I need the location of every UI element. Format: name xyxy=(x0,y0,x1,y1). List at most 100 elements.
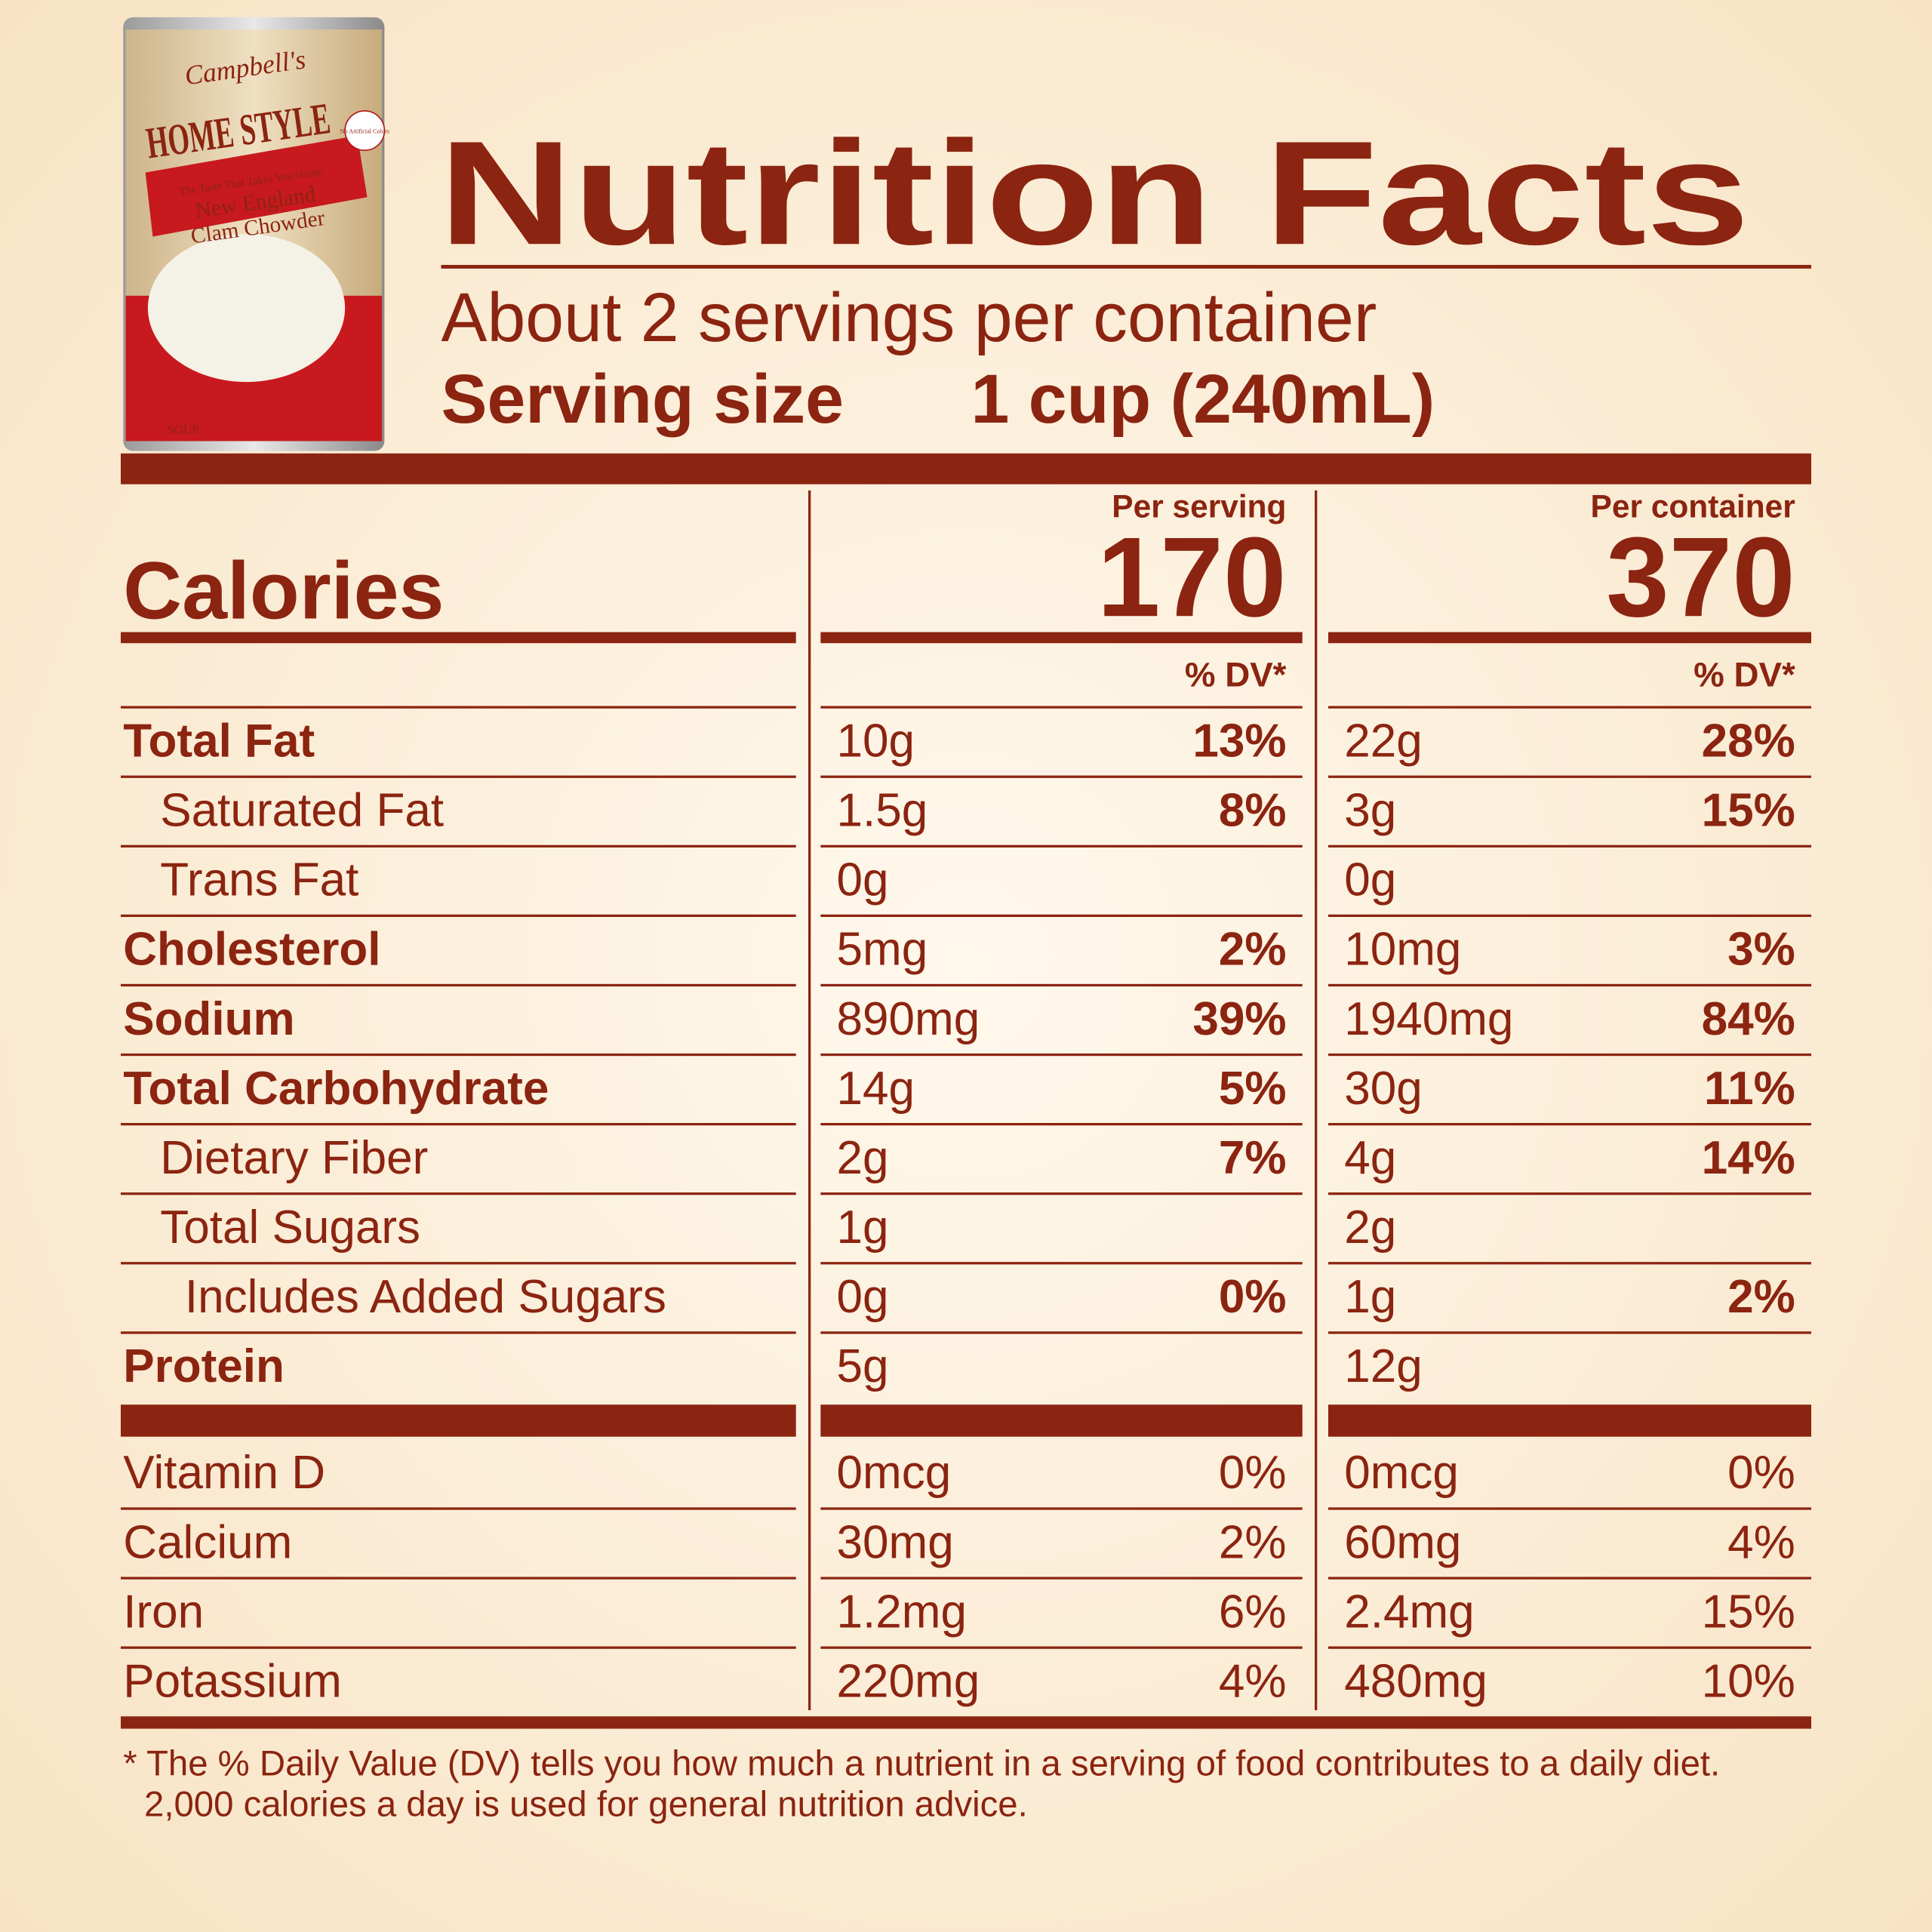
amount: 0g xyxy=(837,1271,889,1323)
column-divider xyxy=(1315,490,1318,1711)
calories-label: Calories xyxy=(123,545,444,636)
row-rule xyxy=(1328,1646,1811,1649)
servings: About 2 servings per container xyxy=(441,279,1377,356)
title: Nutrition Facts xyxy=(438,110,1749,275)
amount: 1940mg xyxy=(1344,993,1513,1045)
calories-rule xyxy=(121,632,796,644)
can-flavor-band xyxy=(145,135,368,237)
row-rule xyxy=(121,775,796,778)
amount: 0mcg xyxy=(837,1447,952,1499)
row-rule xyxy=(820,1123,1303,1126)
amount: 30g xyxy=(1344,1063,1423,1115)
nutrient-name: Total Carbohydrate xyxy=(123,1063,549,1115)
amount: 5g xyxy=(837,1340,889,1392)
row-rule xyxy=(820,1262,1303,1265)
can-badge xyxy=(344,110,386,151)
daily-value: 15% xyxy=(1702,1586,1795,1638)
row-rule xyxy=(1328,706,1811,709)
row-rule xyxy=(820,706,1303,709)
amount: 10mg xyxy=(1344,924,1461,976)
daily-value: 0% xyxy=(1219,1447,1287,1499)
row-rule xyxy=(1328,983,1811,987)
daily-value: 15% xyxy=(1702,785,1795,837)
row-rule xyxy=(1328,1577,1811,1580)
amount: 1.5g xyxy=(837,785,928,837)
daily-value: 0% xyxy=(1219,1271,1287,1323)
nutrient-name: Iron xyxy=(123,1586,204,1638)
dv-heading: % DV* xyxy=(1694,655,1795,694)
amount: 1.2mg xyxy=(837,1586,967,1638)
daily-value: 2% xyxy=(1219,1516,1287,1568)
amount: 4g xyxy=(1344,1132,1396,1184)
can-soup-bowl xyxy=(147,234,346,383)
row-rule xyxy=(121,1331,796,1334)
nutrient-name: Protein xyxy=(123,1340,285,1392)
daily-value: 13% xyxy=(1192,715,1286,767)
daily-value: 8% xyxy=(1219,785,1287,837)
amount: 14g xyxy=(837,1063,915,1115)
nutrient-name: Cholesterol xyxy=(123,924,380,976)
amount: 0g xyxy=(1344,854,1396,906)
column-heading: Per serving xyxy=(1112,489,1286,525)
row-rule xyxy=(121,1123,796,1126)
serving-size-label: Serving size xyxy=(441,361,843,438)
amount: 60mg xyxy=(1344,1516,1461,1568)
thick-rule xyxy=(820,1404,1303,1437)
row-rule xyxy=(820,775,1303,778)
daily-value: 5% xyxy=(1219,1063,1287,1115)
daily-value: 2% xyxy=(1219,924,1287,976)
row-rule xyxy=(820,1646,1303,1649)
amount: 0mcg xyxy=(1344,1447,1459,1499)
thick-rule xyxy=(1328,1404,1811,1437)
dv-heading: % DV* xyxy=(1185,655,1287,694)
amount: 22g xyxy=(1344,715,1423,767)
nutrient-name: Includes Added Sugars xyxy=(185,1271,666,1323)
amount: 2g xyxy=(837,1132,889,1184)
daily-value: 0% xyxy=(1727,1447,1795,1499)
row-rule xyxy=(820,1192,1303,1195)
amount: 10g xyxy=(837,715,915,767)
daily-value: 7% xyxy=(1219,1132,1287,1184)
footnote: * The % Daily Value (DV) tells you how m… xyxy=(123,1744,1720,1784)
daily-value: 10% xyxy=(1702,1655,1795,1707)
row-rule xyxy=(121,844,796,848)
bottom-rule xyxy=(121,1716,1811,1729)
daily-value: 14% xyxy=(1702,1132,1795,1184)
daily-value: 6% xyxy=(1219,1586,1287,1638)
nutrient-name: Trans Fat xyxy=(160,854,358,906)
nutrient-name: Vitamin D xyxy=(123,1447,325,1499)
amount: 12g xyxy=(1344,1340,1423,1392)
row-rule xyxy=(121,1262,796,1265)
row-rule xyxy=(1328,775,1811,778)
column-heading: Per container xyxy=(1591,489,1795,525)
amount: 890mg xyxy=(837,993,980,1045)
row-rule xyxy=(1328,844,1811,848)
daily-value: 84% xyxy=(1702,993,1795,1045)
nutrient-name: Total Sugars xyxy=(160,1201,420,1254)
daily-value: 39% xyxy=(1192,993,1286,1045)
row-rule xyxy=(820,1331,1303,1334)
row-rule xyxy=(1328,1123,1811,1126)
row-rule xyxy=(121,1192,796,1195)
daily-value: 11% xyxy=(1704,1063,1795,1115)
daily-value: 4% xyxy=(1219,1655,1287,1707)
row-rule xyxy=(820,844,1303,848)
amount: 1g xyxy=(837,1201,889,1254)
row-rule xyxy=(121,983,796,987)
can-badge-text: No Artificial Colors xyxy=(340,128,389,134)
column-divider xyxy=(808,490,811,1711)
daily-value: 2% xyxy=(1727,1271,1795,1323)
nutrient-name: Dietary Fiber xyxy=(160,1132,428,1184)
product-can: Campbell's HOME STYLE The Taste That Tak… xyxy=(123,17,389,451)
calories-value: 170 xyxy=(1097,513,1287,640)
row-rule xyxy=(121,1646,796,1649)
row-rule xyxy=(121,1577,796,1580)
serving-size: 1 cup (240mL) xyxy=(971,361,1435,438)
nutrient-name: Sodium xyxy=(123,993,294,1045)
thick-rule xyxy=(121,453,1811,485)
rule xyxy=(441,265,1812,269)
amount: 2g xyxy=(1344,1201,1396,1254)
amount: 0g xyxy=(837,854,889,906)
row-rule xyxy=(1328,1507,1811,1510)
